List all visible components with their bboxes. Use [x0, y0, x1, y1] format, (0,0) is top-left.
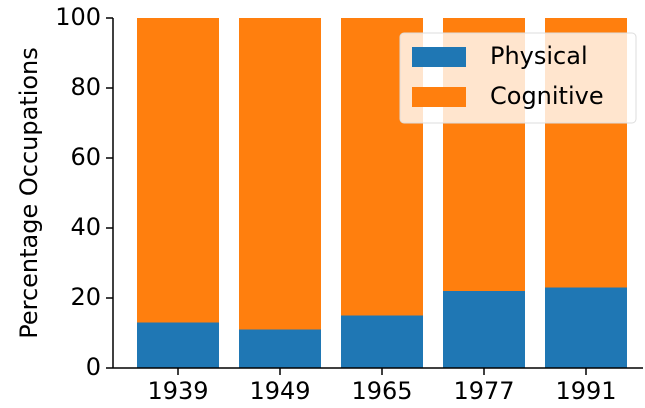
- bar-segment: [341, 315, 423, 368]
- x-tick-label: 1965: [351, 377, 412, 405]
- legend-label: Physical: [490, 42, 588, 70]
- bar-segment: [137, 18, 219, 323]
- x-tick-label: 1949: [249, 377, 310, 405]
- y-axis-label: Percentage Occupations: [15, 47, 43, 339]
- y-tick-label: 40: [70, 213, 101, 241]
- legend-swatch: [412, 47, 466, 67]
- y-tick-label: 0: [86, 353, 101, 381]
- x-tick-label: 1991: [555, 377, 616, 405]
- legend-swatch: [412, 87, 466, 107]
- bar-segment: [239, 329, 321, 368]
- bar-segment: [239, 18, 321, 330]
- bar-segment: [137, 322, 219, 368]
- y-tick-label: 60: [70, 143, 101, 171]
- x-tick-label: 1977: [453, 377, 514, 405]
- legend-label: Cognitive: [490, 82, 604, 110]
- bar-segment: [443, 291, 525, 368]
- x-tick-label: 1939: [147, 377, 208, 405]
- y-tick-label: 100: [55, 3, 101, 31]
- y-tick-label: 80: [70, 73, 101, 101]
- y-tick-label: 20: [70, 283, 101, 311]
- bar-segment: [545, 287, 627, 368]
